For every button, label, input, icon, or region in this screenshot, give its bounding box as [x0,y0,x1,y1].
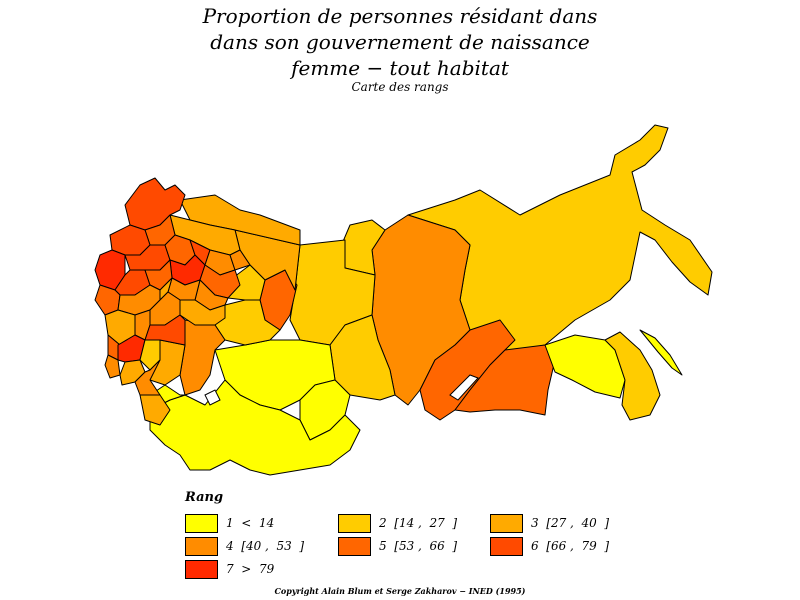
legend-label-3: 3 [27 , 40 ] [531,516,610,530]
legend-item-6: 6 [66 , 79 ] [490,536,609,556]
legend-label-6: 6 [66 , 79 ] [531,539,610,553]
legend-label-2: 2 [14 , 27 ] [379,516,458,530]
legend-swatch-5 [338,536,371,556]
legend-label-5: 5 [53 , 66 ] [379,539,458,553]
legend-swatch-7 [185,559,218,579]
region-samara [179,299,226,326]
lake-baikal [449,374,479,401]
region-kharkov [144,314,186,346]
region-caucasus [134,359,161,396]
map-title-line-3: femme − tout habitat [291,56,509,80]
legend-item-5: 5 [53 , 66 ] [338,536,457,556]
legend-swatch-2 [338,513,371,533]
legend-label-7: 7 > 79 [226,562,275,576]
legend-title: Rang [185,490,224,505]
legend-item-3: 3 [27 , 40 ] [490,513,609,533]
region-vyatka [229,249,251,271]
region-don [139,339,161,371]
legend-item-1: 1 < 14 [185,513,274,533]
legend-swatch-1 [185,513,218,533]
legend-label-4: 4 [40 , 53 ] [226,539,305,553]
region-bessarabia [104,354,121,379]
region-transbaikal [454,344,556,416]
legend-item-4: 4 [40 , 53 ] [185,536,304,556]
legend-label-1: 1 < 14 [226,516,275,530]
region-transcaucasia [139,394,171,426]
legend-swatch-3 [490,513,523,533]
copyright-text: Copyright Alain Blum et Serge Zakharov −… [274,586,526,596]
region-amur [544,334,626,399]
legend-swatch-4 [185,536,218,556]
map-subtitle: Carte des rangs [351,80,449,94]
legend-item-7: 7 > 79 [185,559,274,579]
legend-item-2: 2 [14 , 27 ] [338,513,457,533]
region-sakhalin [639,329,683,376]
map-title-line-2: dans son gouvernement de naissance [210,30,590,54]
region-turkestan [149,379,361,476]
aral-sea [204,389,221,406]
map-title-line-1: Proportion de personnes résidant dans [202,4,598,28]
legend-swatch-6 [490,536,523,556]
region-primorye [604,331,661,421]
